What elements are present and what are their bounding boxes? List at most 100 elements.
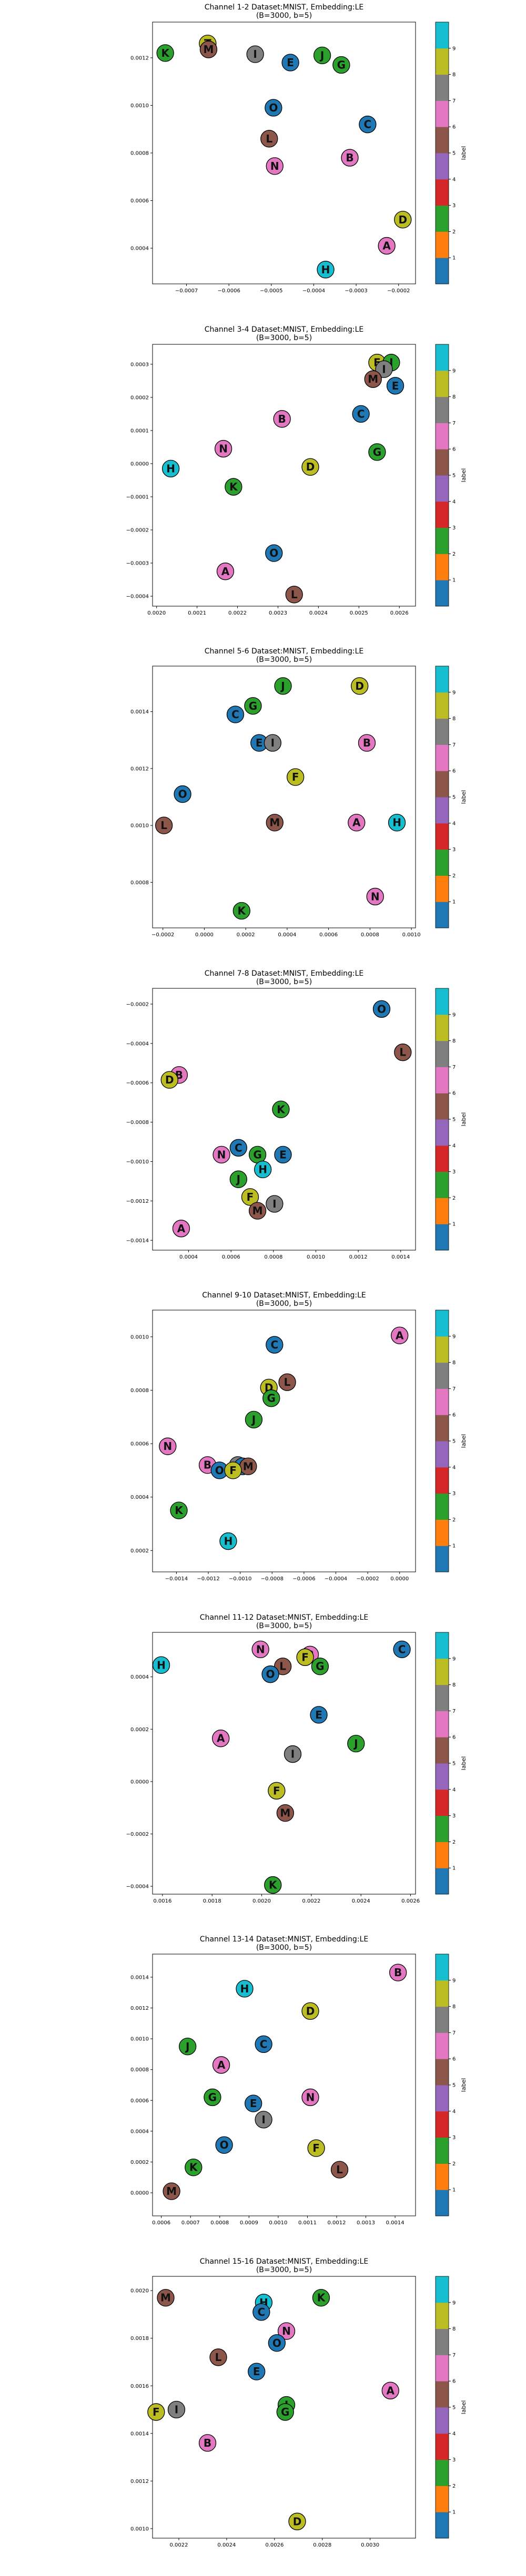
colorbar-segment (436, 902, 449, 928)
colorbar-tick-label: 5 (452, 1117, 456, 1122)
scatter-point (185, 2159, 203, 2176)
axes-frame (152, 344, 416, 606)
scatter-point (288, 2512, 306, 2530)
y-tick-label: 0.0004 (130, 246, 149, 252)
y-tick-label: 0.0000 (130, 1779, 149, 1785)
point-label: L (399, 1046, 406, 1058)
colorbar-segment (436, 2276, 449, 2303)
point-label: K (317, 2291, 326, 2304)
chart-title: Channel 1-2 Dataset:MNIST, Embedding:LE (205, 3, 364, 12)
colorbar-segment (436, 396, 449, 423)
y-tick-label: 0.0014 (130, 2431, 149, 2437)
chart-title: Channel 11-12 Dataset:MNIST, Embedding:L… (200, 1613, 368, 1622)
colorbar-label: label (460, 1112, 467, 1126)
colorbar-segment (436, 2111, 449, 2138)
scatter-point (352, 405, 370, 423)
point-label: D (165, 1074, 174, 1086)
scatter-point (287, 768, 305, 786)
point-label: K (175, 1504, 184, 1517)
y-tick-label: 0.0006 (130, 2098, 149, 2104)
scatter-point (214, 439, 232, 457)
scatter-point (276, 1804, 295, 1822)
colorbar-segment (436, 1980, 449, 2007)
scatter-point (209, 2348, 227, 2366)
point-label: J (280, 680, 285, 692)
colorbar-segment (436, 1684, 449, 1711)
colorbar-tick-label: 6 (452, 2057, 456, 2062)
scatter-point (366, 887, 384, 906)
colorbar-tick-label: 6 (452, 769, 456, 774)
y-tick-label: −0.0004 (126, 1041, 149, 1047)
chart-panel: Channel 3-4 Dataset:MNIST, Embedding:LE(… (0, 322, 526, 645)
point-label: H (321, 263, 330, 276)
scatter-point (332, 56, 350, 74)
scatter-chart: Channel 9-10 Dataset:MNIST, Embedding:LE… (130, 1291, 467, 1582)
colorbar-segment (436, 153, 449, 180)
point-label: K (189, 2161, 198, 2174)
colorbar-tick-label: 3 (452, 1169, 456, 1175)
colorbar-segment (436, 1710, 449, 1737)
scatter-point (378, 237, 396, 255)
y-tick-label: 0.0004 (130, 1495, 149, 1500)
y-tick-label: 0.0006 (130, 198, 149, 204)
point-label: L (284, 1376, 291, 1388)
point-label: H (157, 1659, 166, 1671)
colorbar-tick-label: 7 (452, 98, 456, 104)
scatter-point (359, 116, 377, 134)
y-tick-label: 0.0004 (130, 2129, 149, 2134)
scatter-point (248, 2362, 266, 2380)
point-label: D (306, 461, 315, 473)
chart-title: (B=3000, b=5) (256, 1944, 312, 1952)
y-tick-label: 0.0020 (130, 2288, 149, 2294)
y-tick-label: 0.0002 (130, 395, 149, 401)
scatter-point (394, 1043, 412, 1061)
y-tick-label: −0.0001 (126, 494, 149, 500)
scatter-point (212, 1729, 230, 1747)
scatter-point (307, 2139, 325, 2157)
scatter-point (179, 2038, 197, 2056)
scatter-point (266, 1336, 284, 1354)
y-tick-label: −0.0014 (126, 1238, 149, 1243)
scatter-point (375, 360, 393, 378)
y-tick-label: −0.0002 (126, 1831, 149, 1837)
colorbar-label: label (460, 146, 467, 160)
colorbar-segment (436, 2006, 449, 2033)
scatter-point (347, 1734, 365, 1752)
colorbar-tick-label: 4 (452, 2431, 456, 2437)
colorbar-segment (436, 1310, 449, 1337)
point-label: N (282, 2325, 291, 2337)
x-tick-label: 0.0004 (278, 932, 296, 938)
colorbar-tick-label: 8 (452, 1038, 456, 1044)
x-tick-label: 0.0010 (269, 2220, 287, 2226)
scatter-chart: Channel 11-12 Dataset:MNIST, Embedding:L… (126, 1613, 467, 1904)
colorbar-segment (436, 475, 449, 502)
colorbar-segment (436, 1736, 449, 1763)
point-label: N (256, 1643, 265, 1655)
point-label: A (387, 2384, 395, 2397)
colorbar-tick-label: 5 (452, 1761, 456, 1766)
colorbar-tick-label: 6 (452, 125, 456, 130)
scatter-point (229, 1139, 247, 1157)
x-tick-label: 0.0028 (313, 2542, 331, 2548)
scatter-point (391, 1326, 409, 1344)
colorbar-segment (436, 74, 449, 101)
colorbar-segment (436, 1467, 449, 1494)
chart-panel: Channel 1-2 Dataset:MNIST, Embedding:LE(… (0, 0, 526, 322)
scatter-point (199, 40, 218, 58)
colorbar-tick-label: 5 (452, 1439, 456, 1445)
colorbar-tick-label: 1 (452, 2187, 456, 2193)
point-label: C (398, 1643, 406, 1655)
colorbar-tick-label: 3 (452, 2135, 456, 2141)
colorbar-tick-label: 9 (452, 2300, 456, 2306)
x-tick-label: 0.0009 (240, 2220, 258, 2226)
y-tick-label: −0.0004 (126, 1884, 149, 1889)
colorbar-tick-label: 1 (452, 2509, 456, 2515)
point-label: A (217, 2059, 226, 2071)
point-label: A (217, 1732, 225, 1744)
scatter-point (156, 44, 174, 62)
colorbar-tick-label: 9 (452, 1334, 456, 1340)
y-tick-label: 0.0010 (130, 1334, 149, 1340)
colorbar-segment (436, 2485, 449, 2512)
point-label: E (250, 2097, 257, 2110)
